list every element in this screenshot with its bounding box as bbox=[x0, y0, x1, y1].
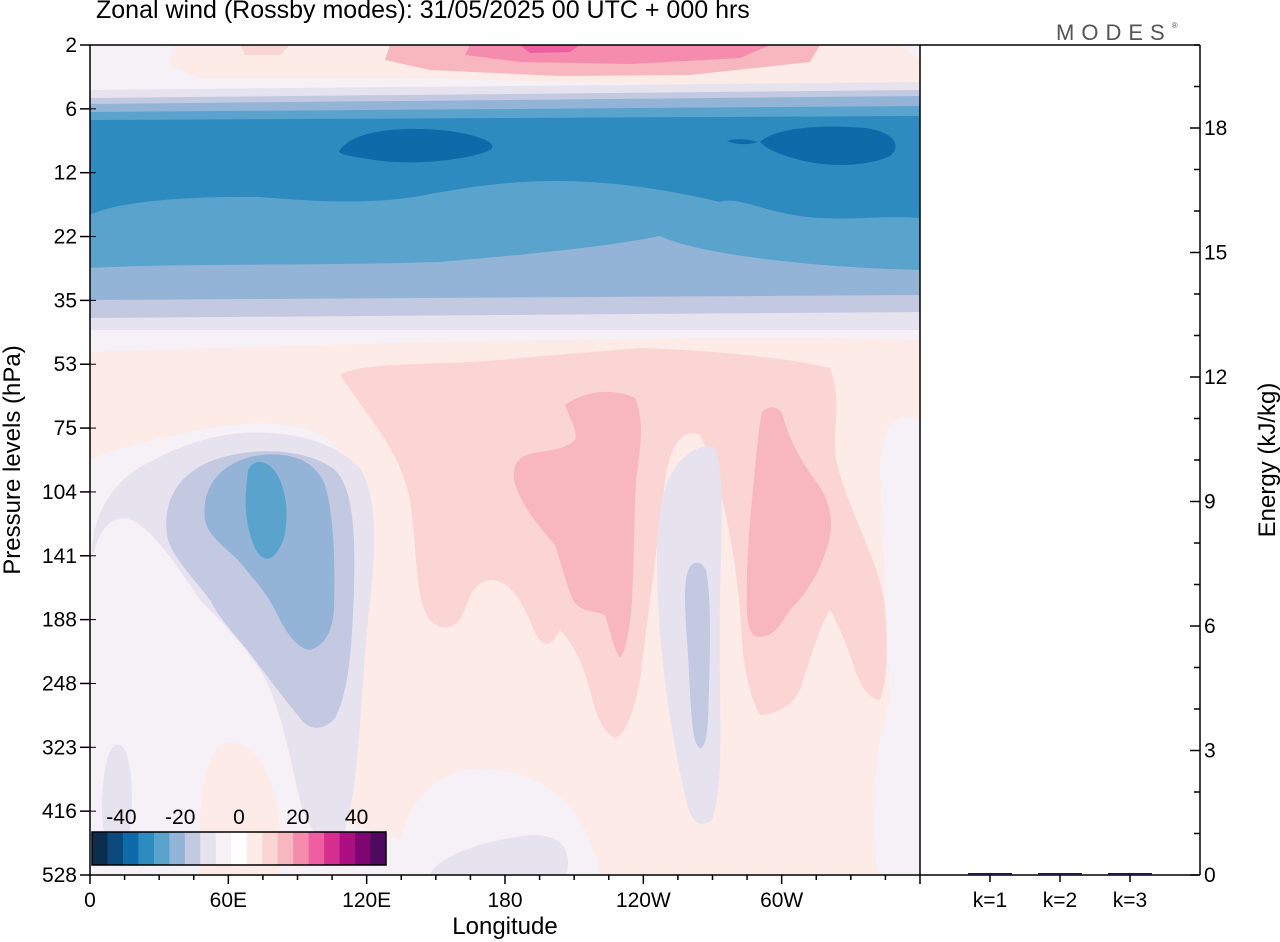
colorbar-swatch bbox=[277, 832, 294, 865]
contour-pos-upper-left bbox=[240, 45, 290, 55]
colorbar-tick-label: 0 bbox=[233, 806, 245, 829]
colorbar-swatch bbox=[324, 832, 341, 865]
colorbar-swatch bbox=[231, 832, 248, 865]
colorbar-swatch bbox=[138, 832, 155, 865]
energy-tick-label: 12 bbox=[1204, 366, 1227, 389]
colorbar-swatch bbox=[92, 832, 108, 865]
y-tick-label: 188 bbox=[42, 609, 77, 632]
colorbar-swatch bbox=[200, 832, 217, 865]
x-tick-label: 60W bbox=[760, 889, 803, 912]
colorbar-swatch bbox=[308, 832, 325, 865]
y-tick-label: 323 bbox=[42, 736, 77, 759]
contour-pos-10-center bbox=[513, 391, 641, 658]
x-tick-label: 0 bbox=[84, 889, 96, 912]
colorbar-swatch bbox=[153, 832, 170, 865]
colorbar-swatch bbox=[107, 832, 124, 865]
energy-bars: k=1 k=2 k=3 bbox=[968, 873, 1152, 912]
contour-field bbox=[90, 45, 920, 875]
brand-registered-mark: ® bbox=[1171, 21, 1178, 30]
y-tick-label: 416 bbox=[42, 800, 77, 823]
colorbar-swatch bbox=[370, 832, 387, 865]
y-axis-ticks: 2 6 12 22 35 53 75 104 141 188 248 323 416 528 bbox=[42, 34, 96, 887]
colorbar-swatch bbox=[293, 832, 310, 865]
energy-category-label: k=2 bbox=[1043, 889, 1077, 912]
energy-bar bbox=[968, 873, 1012, 875]
colorbar-frame bbox=[91, 831, 387, 866]
y-tick-label: 12 bbox=[54, 162, 77, 185]
energy-axis-label: Energy (kJ/kg) bbox=[1254, 383, 1280, 538]
colorbar-tick-label: 40 bbox=[345, 806, 368, 829]
contour-pos-upper-peak bbox=[520, 45, 580, 53]
y-tick-label: 248 bbox=[42, 672, 77, 695]
colorbar-swatch bbox=[169, 832, 186, 865]
brand-name: MODES bbox=[1056, 20, 1172, 45]
energy-bar bbox=[1108, 873, 1152, 875]
energy-tick-label: 15 bbox=[1204, 242, 1227, 265]
contour-neg-30-right bbox=[760, 126, 896, 165]
energy-category-label: k=1 bbox=[973, 889, 1007, 912]
colorbar-swatch bbox=[355, 832, 372, 865]
colorbar-swatch bbox=[215, 832, 232, 865]
energy-bar bbox=[1038, 873, 1082, 875]
chart-title: Zonal wind (Rossby modes): 31/05/2025 00… bbox=[96, 0, 750, 24]
y-tick-label: 528 bbox=[42, 864, 77, 887]
x-axis-ticks: 0 60E 120E 180 120W 60W bbox=[84, 875, 921, 912]
x-axis-label: Longitude bbox=[452, 913, 557, 940]
contour-neg-trop-180w-core bbox=[684, 562, 710, 749]
x-tick-label: 180 bbox=[487, 889, 522, 912]
colorbar-swatch bbox=[339, 832, 356, 865]
x-tick-label: 60E bbox=[210, 889, 247, 912]
colorbar-tick-label: -40 bbox=[106, 806, 136, 829]
contour-neg-25 bbox=[90, 116, 920, 219]
y-tick-label: 53 bbox=[54, 353, 77, 376]
colorbar-tick-label: -20 bbox=[165, 806, 195, 829]
colorbar-swatch bbox=[246, 832, 263, 865]
brand-logo: MODES® bbox=[1056, 20, 1178, 46]
colorbar-swatch bbox=[184, 832, 201, 865]
y-tick-label: 2 bbox=[65, 34, 77, 57]
contour-neg-30-left bbox=[339, 128, 493, 163]
energy-tick-label: 9 bbox=[1204, 491, 1216, 514]
y-tick-label: 75 bbox=[54, 417, 77, 440]
y-tick-label: 22 bbox=[54, 226, 77, 249]
contour-neg-bottom bbox=[430, 835, 569, 875]
y-tick-label: 141 bbox=[42, 545, 77, 568]
energy-axis-ticks: 0 3 6 9 12 15 18 bbox=[1190, 44, 1227, 887]
x-tick-label: 120E bbox=[342, 889, 391, 912]
energy-tick-label: 6 bbox=[1204, 615, 1216, 638]
energy-category-label: k=3 bbox=[1113, 889, 1147, 912]
contour-neg-30-sliver bbox=[727, 139, 758, 145]
colorbar-swatch bbox=[122, 832, 139, 865]
y-tick-label: 104 bbox=[42, 481, 77, 504]
colorbar: -40 -20 0 20 40 bbox=[91, 806, 387, 866]
energy-tick-label: 3 bbox=[1204, 740, 1216, 763]
x-tick-label: 120W bbox=[616, 889, 671, 912]
y-tick-label: 35 bbox=[54, 289, 77, 312]
energy-tick-label: 18 bbox=[1204, 117, 1227, 140]
contour-pos-10-right bbox=[746, 407, 832, 637]
colorbar-tick-label: 20 bbox=[286, 806, 309, 829]
y-axis-label: Pressure levels (hPa) bbox=[0, 345, 26, 574]
energy-tick-label: 0 bbox=[1204, 864, 1216, 887]
y-tick-label: 6 bbox=[65, 98, 77, 121]
colorbar-swatch bbox=[262, 832, 279, 865]
contour-neg-trop-20 bbox=[245, 461, 287, 559]
contour-neg-bottom-left bbox=[101, 744, 132, 857]
